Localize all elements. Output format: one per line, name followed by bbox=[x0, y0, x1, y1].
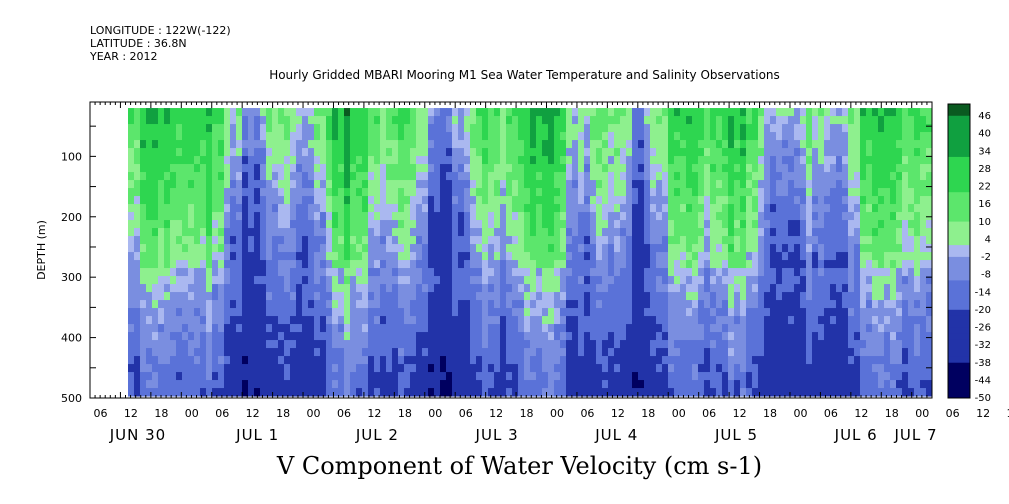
colorbar-label: -44 bbox=[975, 375, 991, 386]
x-day-labels: JUN 30 JUL 1 JUL 2 JUL 3 JUL 4 JUL 5 JUL 6 JUL … bbox=[109, 426, 937, 444]
x-tick-label: 18 bbox=[641, 407, 655, 420]
x-tick-label: 18 bbox=[1007, 407, 1009, 420]
colorbar-label: -2 bbox=[981, 252, 991, 263]
x-tick-label: 06 bbox=[824, 407, 838, 420]
chart-title: Hourly Gridded MBARI Mooring M1 Sea Wate… bbox=[269, 68, 780, 82]
longitude-label: LONGITUDE : 122W(-122) bbox=[90, 24, 231, 37]
x-tick-label: 12 bbox=[976, 407, 990, 420]
x-tick-label: 00 bbox=[185, 407, 199, 420]
x-tick-label: 06 bbox=[337, 407, 351, 420]
colorbar-label: -26 bbox=[975, 323, 991, 334]
x-day-label: JUL 7 bbox=[893, 426, 937, 444]
x-day-label: JUL 4 bbox=[594, 426, 638, 444]
x-tick-label: 18 bbox=[276, 407, 290, 420]
x-tick-label: 12 bbox=[246, 407, 260, 420]
colorbar-label: 10 bbox=[978, 217, 991, 228]
x-tick-label: 00 bbox=[550, 407, 564, 420]
x-day-label: JUN 30 bbox=[109, 426, 166, 444]
colorbar-label: -14 bbox=[975, 287, 991, 298]
x-tick-label: 06 bbox=[215, 407, 229, 420]
x-tick-label: 00 bbox=[307, 407, 321, 420]
x-tick-label: 12 bbox=[367, 407, 381, 420]
x-tick-label: 12 bbox=[854, 407, 868, 420]
colorbar-label: -38 bbox=[975, 358, 991, 369]
y-tick-label: 500 bbox=[61, 392, 82, 405]
colorbar-frame bbox=[947, 103, 971, 399]
x-day-label: JUL 6 bbox=[834, 426, 878, 444]
latitude-label: LATITUDE : 36.8N bbox=[90, 37, 187, 50]
x-tick-label: 18 bbox=[520, 407, 534, 420]
colorbar-label: 4 bbox=[985, 234, 991, 245]
colorbar-label: 28 bbox=[978, 164, 991, 175]
x-tick-label: 06 bbox=[946, 407, 960, 420]
colorbar-label: -8 bbox=[981, 270, 991, 281]
x-day-label: JUL 2 bbox=[355, 426, 399, 444]
y-tick-label: 200 bbox=[61, 211, 82, 224]
year-label: YEAR : 2012 bbox=[90, 50, 158, 63]
x-day-label: JUL 3 bbox=[475, 426, 519, 444]
colorbar-label: 22 bbox=[978, 182, 991, 193]
y-tick-label: 400 bbox=[61, 332, 82, 345]
axis-ticks bbox=[89, 102, 933, 399]
x-tick-label: 18 bbox=[885, 407, 899, 420]
x-tick-label: 12 bbox=[733, 407, 747, 420]
y-axis-label: DEPTH (m) bbox=[35, 220, 48, 280]
x-tick-label: 18 bbox=[763, 407, 777, 420]
x-tick-label: 00 bbox=[915, 407, 929, 420]
x-tick-label: 18 bbox=[154, 407, 168, 420]
x-tick-label: 06 bbox=[94, 407, 108, 420]
colorbar-label: 40 bbox=[978, 129, 991, 140]
heatmap-field bbox=[128, 108, 933, 397]
x-tick-labels: 06 12 18 00 06 12 18 00 06 12 18 00 06 12 18 00 06 12 18 00… bbox=[94, 407, 1009, 420]
colorbar-labels: 46 40 34 28 22 16 10 4 -2 -8 -14 -20 -26 -32 -38 -44 -50 bbox=[975, 111, 991, 404]
x-tick-label: 18 bbox=[398, 407, 412, 420]
colorbar-label: -32 bbox=[975, 340, 991, 351]
x-tick-label: 00 bbox=[428, 407, 442, 420]
y-tick-labels: 100 200 300 400 500 bbox=[61, 150, 82, 405]
x-tick-label: 12 bbox=[611, 407, 625, 420]
y-tick-label: 100 bbox=[61, 150, 82, 163]
y-tick-label: 300 bbox=[61, 271, 82, 284]
x-tick-label: 00 bbox=[793, 407, 807, 420]
colorbar-label: -20 bbox=[975, 305, 991, 316]
x-tick-label: 00 bbox=[672, 407, 686, 420]
colorbar-label: -50 bbox=[975, 393, 991, 404]
x-day-label: JUL 1 bbox=[235, 426, 279, 444]
x-tick-label: 12 bbox=[489, 407, 503, 420]
colorbar-label: 16 bbox=[978, 199, 991, 210]
x-tick-label: 12 bbox=[124, 407, 138, 420]
variable-title: V Component of Water Velocity (cm s-1) bbox=[276, 452, 763, 480]
x-day-label: JUL 5 bbox=[714, 426, 758, 444]
x-tick-label: 06 bbox=[459, 407, 473, 420]
x-tick-label: 06 bbox=[702, 407, 716, 420]
colorbar-label: 34 bbox=[978, 146, 991, 157]
colorbar bbox=[947, 103, 971, 399]
x-tick-label: 06 bbox=[580, 407, 594, 420]
colorbar-label: 46 bbox=[978, 111, 991, 122]
